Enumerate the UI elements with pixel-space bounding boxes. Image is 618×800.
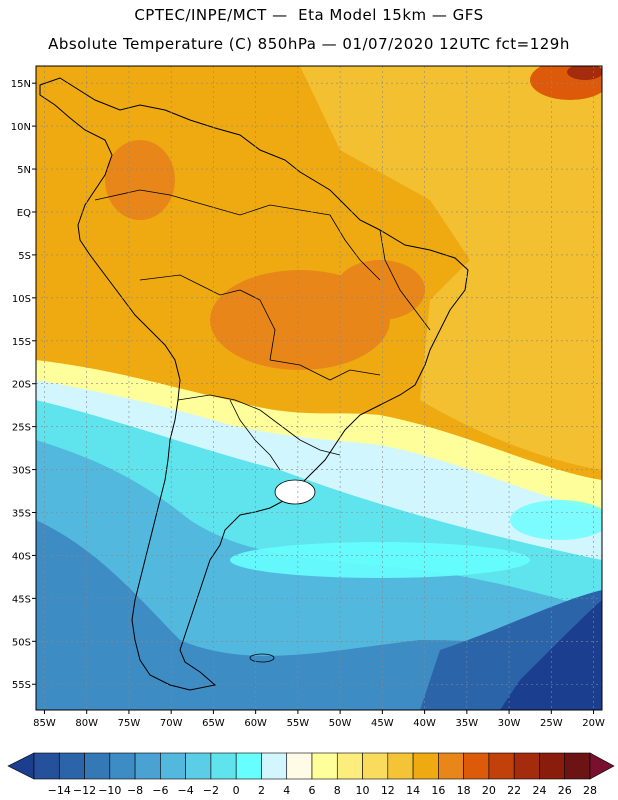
warm-east-brazil bbox=[335, 260, 425, 320]
legend-under-arrow bbox=[7, 752, 35, 780]
country-borders bbox=[94, 189, 431, 471]
legend-swatch bbox=[513, 752, 540, 780]
legend-label: 4 bbox=[283, 784, 290, 797]
rio-de-la-plata bbox=[274, 479, 316, 505]
field-cyan-tongue bbox=[230, 542, 530, 578]
lon-tick-label: 20W bbox=[582, 718, 605, 729]
legend-label: 2 bbox=[258, 784, 265, 797]
lon-tick-label: 55W bbox=[287, 718, 310, 729]
legend-swatch bbox=[539, 752, 566, 780]
legend-label: −14 bbox=[48, 784, 71, 797]
legend-swatch bbox=[210, 752, 237, 780]
legend-label: −4 bbox=[178, 784, 194, 797]
lat-tick-label: 45S bbox=[12, 594, 31, 605]
legend-label: 24 bbox=[532, 784, 546, 797]
legend-label: 18 bbox=[457, 784, 471, 797]
longitude-axis: 85W 80W 75W 70W 65W 60W 55W 50W 45W 40W 35W 30W 25W 2… bbox=[33, 710, 605, 729]
lat-tick-label: 15N bbox=[11, 79, 31, 90]
hot-spot-ne-core bbox=[567, 66, 602, 80]
field-ne-ocean bbox=[300, 66, 602, 470]
field-cold-se-core bbox=[500, 600, 602, 710]
legend-swatch bbox=[134, 752, 161, 780]
map-frame bbox=[35, 65, 603, 711]
legend-label: 12 bbox=[381, 784, 395, 797]
lat-tick-label: 25S bbox=[12, 423, 31, 434]
legend-label: 8 bbox=[334, 784, 341, 797]
chart-title-line-1: CPTEC/INPE/MCT — Eta Model 15km — GFS bbox=[134, 6, 484, 24]
lon-tick-label: 35W bbox=[456, 718, 479, 729]
field-cyan-east bbox=[510, 500, 602, 540]
legend-label: 14 bbox=[406, 784, 420, 797]
legend-swatch bbox=[336, 752, 363, 780]
lat-tick-label: 20S bbox=[12, 380, 31, 391]
color-legend-swatches bbox=[7, 752, 615, 780]
latitude-axis: 15N 10N 5N EQ 5S 10S 15S 20S 25S 30S 35S 40S 45S 50S 5… bbox=[11, 79, 36, 691]
legend-over-arrow bbox=[589, 752, 615, 780]
legend-swatch bbox=[84, 752, 111, 780]
legend-label: 26 bbox=[558, 784, 572, 797]
lon-tick-label: 70W bbox=[160, 718, 183, 729]
warm-colombia bbox=[105, 140, 175, 220]
legend-swatch bbox=[58, 752, 85, 780]
legend-swatch bbox=[261, 752, 288, 780]
legend-swatch bbox=[33, 752, 60, 780]
lat-tick-label: 15S bbox=[12, 337, 31, 348]
lat-tick-label: 50S bbox=[12, 637, 31, 648]
color-legend-labels: −14 −12 −10 −8 −6 −4 −2 0 2 4 6 8 10 12 14 16 18 20 22 24 26… bbox=[48, 784, 597, 797]
legend-label: −8 bbox=[127, 784, 143, 797]
lon-tick-label: 40W bbox=[413, 718, 436, 729]
legend-swatch bbox=[438, 752, 464, 780]
lon-tick-label: 50W bbox=[329, 718, 352, 729]
lon-tick-label: 30W bbox=[498, 718, 521, 729]
legend-swatch bbox=[362, 752, 389, 780]
legend-label: 6 bbox=[309, 784, 316, 797]
legend-label: −12 bbox=[73, 784, 96, 797]
lon-tick-label: 75W bbox=[118, 718, 141, 729]
legend-label: 28 bbox=[583, 784, 597, 797]
lat-tick-label: 10S bbox=[12, 294, 31, 305]
lon-tick-label: 80W bbox=[75, 718, 98, 729]
legend-swatch bbox=[160, 752, 186, 780]
lat-tick-label: 35S bbox=[12, 509, 31, 520]
chart-title-line-2: Absolute Temperature (C) 850hPa — 01/07/… bbox=[48, 35, 570, 53]
legend-label: −10 bbox=[98, 784, 121, 797]
lon-tick-label: 65W bbox=[202, 718, 225, 729]
legend-swatch bbox=[412, 752, 439, 780]
legend-label: −6 bbox=[152, 784, 168, 797]
legend-swatch bbox=[463, 752, 490, 780]
legend-swatch bbox=[564, 752, 591, 780]
graticule bbox=[36, 66, 602, 710]
lat-tick-label: 30S bbox=[12, 466, 31, 477]
lon-tick-label: 25W bbox=[540, 718, 563, 729]
legend-label: 22 bbox=[507, 784, 521, 797]
lat-tick-label: 10N bbox=[11, 122, 31, 133]
falkland-islands bbox=[249, 653, 275, 663]
lon-tick-label: 85W bbox=[33, 718, 56, 729]
legend-swatch bbox=[387, 752, 414, 780]
legend-label: 16 bbox=[431, 784, 445, 797]
lon-tick-label: 60W bbox=[244, 718, 267, 729]
temperature-field bbox=[36, 66, 602, 710]
lat-tick-label: 5N bbox=[17, 165, 31, 176]
temperature-map: 15N 10N 5N EQ 5S 10S 15S 20S 25S 30S 35S 40S 45S 50S 5… bbox=[11, 65, 605, 729]
legend-label: 0 bbox=[233, 784, 240, 797]
legend-label: −2 bbox=[203, 784, 219, 797]
legend-swatch bbox=[185, 752, 212, 780]
legend-label: 10 bbox=[356, 784, 370, 797]
legend-swatch bbox=[109, 752, 136, 780]
coastline-south-america bbox=[39, 77, 469, 691]
legend-swatch bbox=[488, 752, 515, 780]
lat-tick-label: 55S bbox=[12, 680, 31, 691]
legend-label: 20 bbox=[482, 784, 496, 797]
lat-tick-label: 40S bbox=[12, 551, 31, 562]
lat-tick-label: 5S bbox=[18, 251, 31, 262]
color-legend: −14 −12 −10 −8 −6 −4 −2 0 2 4 6 8 10 12 14 16 18 20 22 24 26… bbox=[7, 752, 615, 797]
legend-swatch bbox=[235, 752, 262, 780]
legend-swatch bbox=[286, 752, 313, 780]
legend-swatch bbox=[311, 752, 338, 780]
lat-tick-label: EQ bbox=[17, 208, 31, 219]
lon-tick-label: 45W bbox=[371, 718, 394, 729]
